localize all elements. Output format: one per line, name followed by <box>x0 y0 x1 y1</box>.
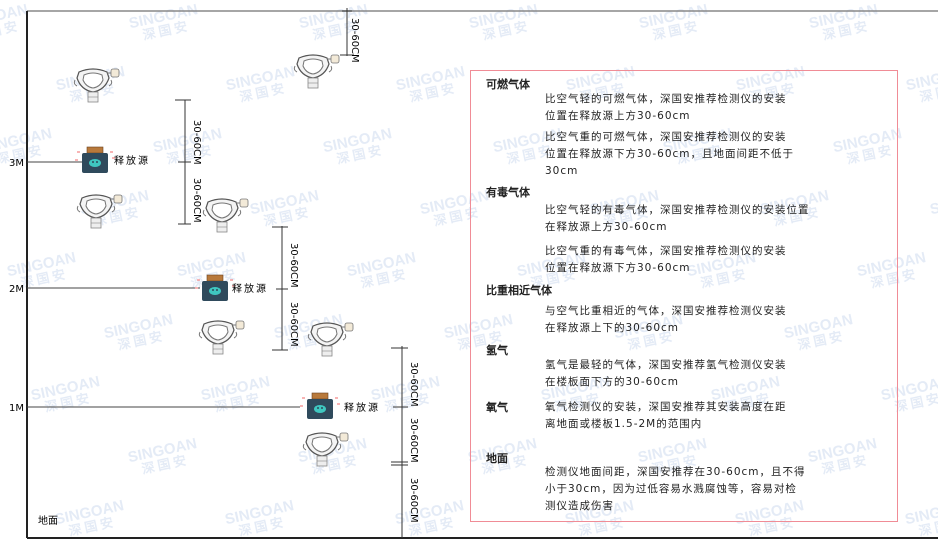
section-paragraph: 比空气重的可燃气体，深国安推荐检测仪的安装 位置在释放源下方30-60cm，且地面… <box>545 129 794 180</box>
section-paragraph: 与空气比重相近的气体，深国安推荐检测仪安装 在释放源上下的30-60cm <box>545 303 787 337</box>
release-source-label: 释放源 <box>114 154 150 167</box>
dimension-label: 30-60CM <box>288 243 299 288</box>
paragraph-line: 与空气比重相近的气体，深国安推荐检测仪安装 <box>545 305 787 317</box>
paragraph-line: 测仪造成伤害 <box>545 500 614 512</box>
paragraph-line: 在释放源上下的30-60cm <box>545 322 680 334</box>
paragraph-line: 比空气重的有毒气体，深国安推荐检测仪的安装 <box>545 245 787 257</box>
level-label-2m: 2M <box>9 284 24 295</box>
paragraph-line: 氧气检测仪的安装，深国安推荐其安装高度在距 <box>545 401 787 413</box>
dimension-label: 30-60CM <box>191 178 202 223</box>
paragraph-line: 氢气是最轻的气体，深国安推荐氢气检测仪安装 <box>545 359 787 371</box>
gas-detector-icon <box>76 194 123 229</box>
gas-detector-icon <box>202 198 249 233</box>
gas-detector-icon <box>198 320 245 355</box>
paragraph-line: 30cm <box>545 165 579 177</box>
section-paragraph: 氢气是最轻的气体，深国安推荐氢气检测仪安装 在楼板面下方的30-60cm <box>545 357 787 391</box>
section-paragraph: 比空气轻的可燃气体，深国安推荐检测仪的安装 位置在释放源上方30-60cm <box>545 91 787 125</box>
paragraph-line: 在释放源上方30-60cm <box>545 221 668 233</box>
installation-notes-box: 可燃气体比空气轻的可燃气体，深国安推荐检测仪的安装 位置在释放源上方30-60cm… <box>470 70 898 522</box>
ground-label: 地面 <box>38 514 58 527</box>
paragraph-line: 位置在释放源上方30-60cm <box>545 110 691 122</box>
section-paragraph: 比空气轻的有毒气体，深国安推荐检测仪的安装位置 在释放源上方30-60cm <box>545 202 810 236</box>
release-source-icon <box>74 146 116 174</box>
paragraph-line: 小于30cm，因为过低容易水溅腐蚀等，容易对检 <box>545 483 797 495</box>
section-title: 氢气 <box>486 344 508 357</box>
paragraph-line: 检测仪地面间距，深国安推荐在30-60cm，且不得 <box>545 466 806 478</box>
dimension-label: 30-60CM <box>408 418 419 463</box>
section-title: 地面 <box>486 452 508 465</box>
gas-detector-icon <box>302 432 349 467</box>
paragraph-line: 比空气重的可燃气体，深国安推荐检测仪的安装 <box>545 131 787 143</box>
gas-detector-icon <box>307 322 354 357</box>
section-title: 比重相近气体 <box>486 284 552 297</box>
section-title: 有毒气体 <box>486 186 530 199</box>
section-paragraph: 比空气重的有毒气体，深国安推荐检测仪的安装 位置在释放源下方30-60cm <box>545 243 787 277</box>
dimension-label: 30-60CM <box>408 478 419 523</box>
dimension-label: 30-60CM <box>349 18 360 63</box>
gas-detector-icon <box>73 68 120 103</box>
paragraph-line: 离地面或楼板1.5-2M的范围内 <box>545 418 703 430</box>
release-source-icon <box>299 392 341 420</box>
paragraph-line: 比空气轻的可燃气体，深国安推荐检测仪的安装 <box>545 93 787 105</box>
level-label-1m: 1M <box>9 403 24 414</box>
paragraph-line: 位置在释放源下方30-60cm <box>545 262 691 274</box>
paragraph-line: 在楼板面下方的30-60cm <box>545 376 680 388</box>
dimension-label: 30-60CM <box>288 302 299 347</box>
paragraph-line: 比空气轻的有毒气体，深国安推荐检测仪的安装位置 <box>545 204 810 216</box>
dimension-label: 30-60CM <box>408 362 419 407</box>
release-source-icon <box>194 274 236 302</box>
dimension-lines <box>175 8 408 538</box>
section-paragraph: 检测仪地面间距，深国安推荐在30-60cm，且不得 小于30cm，因为过低容易水溅… <box>545 464 806 515</box>
dimension-label: 30-60CM <box>191 120 202 165</box>
section-paragraph: 氧气检测仪的安装，深国安推荐其安装高度在距 离地面或楼板1.5-2M的范围内 <box>545 399 787 433</box>
section-title: 可燃气体 <box>486 78 530 91</box>
gas-detector-icon <box>293 54 340 89</box>
section-title: 氧气 <box>486 401 508 414</box>
release-source-label: 释放源 <box>344 401 380 414</box>
paragraph-line: 位置在释放源下方30-60cm，且地面间距不低于 <box>545 148 795 160</box>
release-source-label: 释放源 <box>232 282 268 295</box>
level-label-3m: 3M <box>9 158 24 169</box>
